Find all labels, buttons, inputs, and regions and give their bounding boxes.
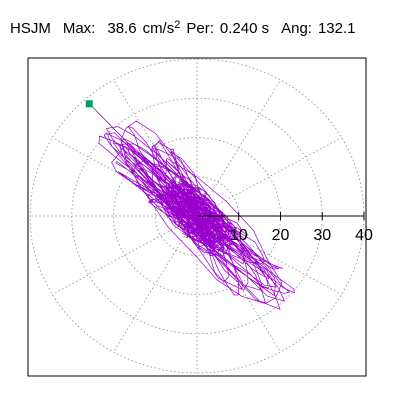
radial-tick-label: 20 <box>272 227 290 244</box>
ang-label: Ang: <box>281 20 312 37</box>
orbit-path <box>91 106 295 310</box>
max-unit: cm/s <box>142 20 175 37</box>
plot-header: HSJM Max: 38.6 cm/s2 Per: 0.240 s Ang: 132.1 <box>10 19 356 38</box>
ang-value: 132.1 <box>317 20 356 37</box>
radial-tick-label: 30 <box>313 227 331 244</box>
radial-tick-labels: 10 20 30 40 <box>230 227 373 244</box>
radial-axis <box>197 212 365 220</box>
peak-marker <box>85 100 93 108</box>
max-value: 38.6 <box>107 20 137 37</box>
grid-spoke <box>52 137 198 217</box>
grid-spoke <box>196 79 281 217</box>
grid-spoke <box>196 215 342 295</box>
grid-spoke <box>196 215 281 353</box>
radial-tick-label: 40 <box>355 227 373 244</box>
grid-spoke <box>113 79 198 217</box>
radial-tick-label: 10 <box>230 227 248 244</box>
plot-frame <box>27 57 367 377</box>
grid-spoke <box>196 137 342 217</box>
grid-spoke <box>113 215 198 353</box>
max-unit-exponent: 2 <box>174 19 181 31</box>
orbit-trace <box>91 106 295 310</box>
per-value: 0.240 s <box>219 20 270 37</box>
station-code: HSJM <box>10 20 51 37</box>
max-label: Max: <box>62 20 96 37</box>
grid-spoke <box>52 215 198 295</box>
per-label: Per: <box>186 20 214 37</box>
